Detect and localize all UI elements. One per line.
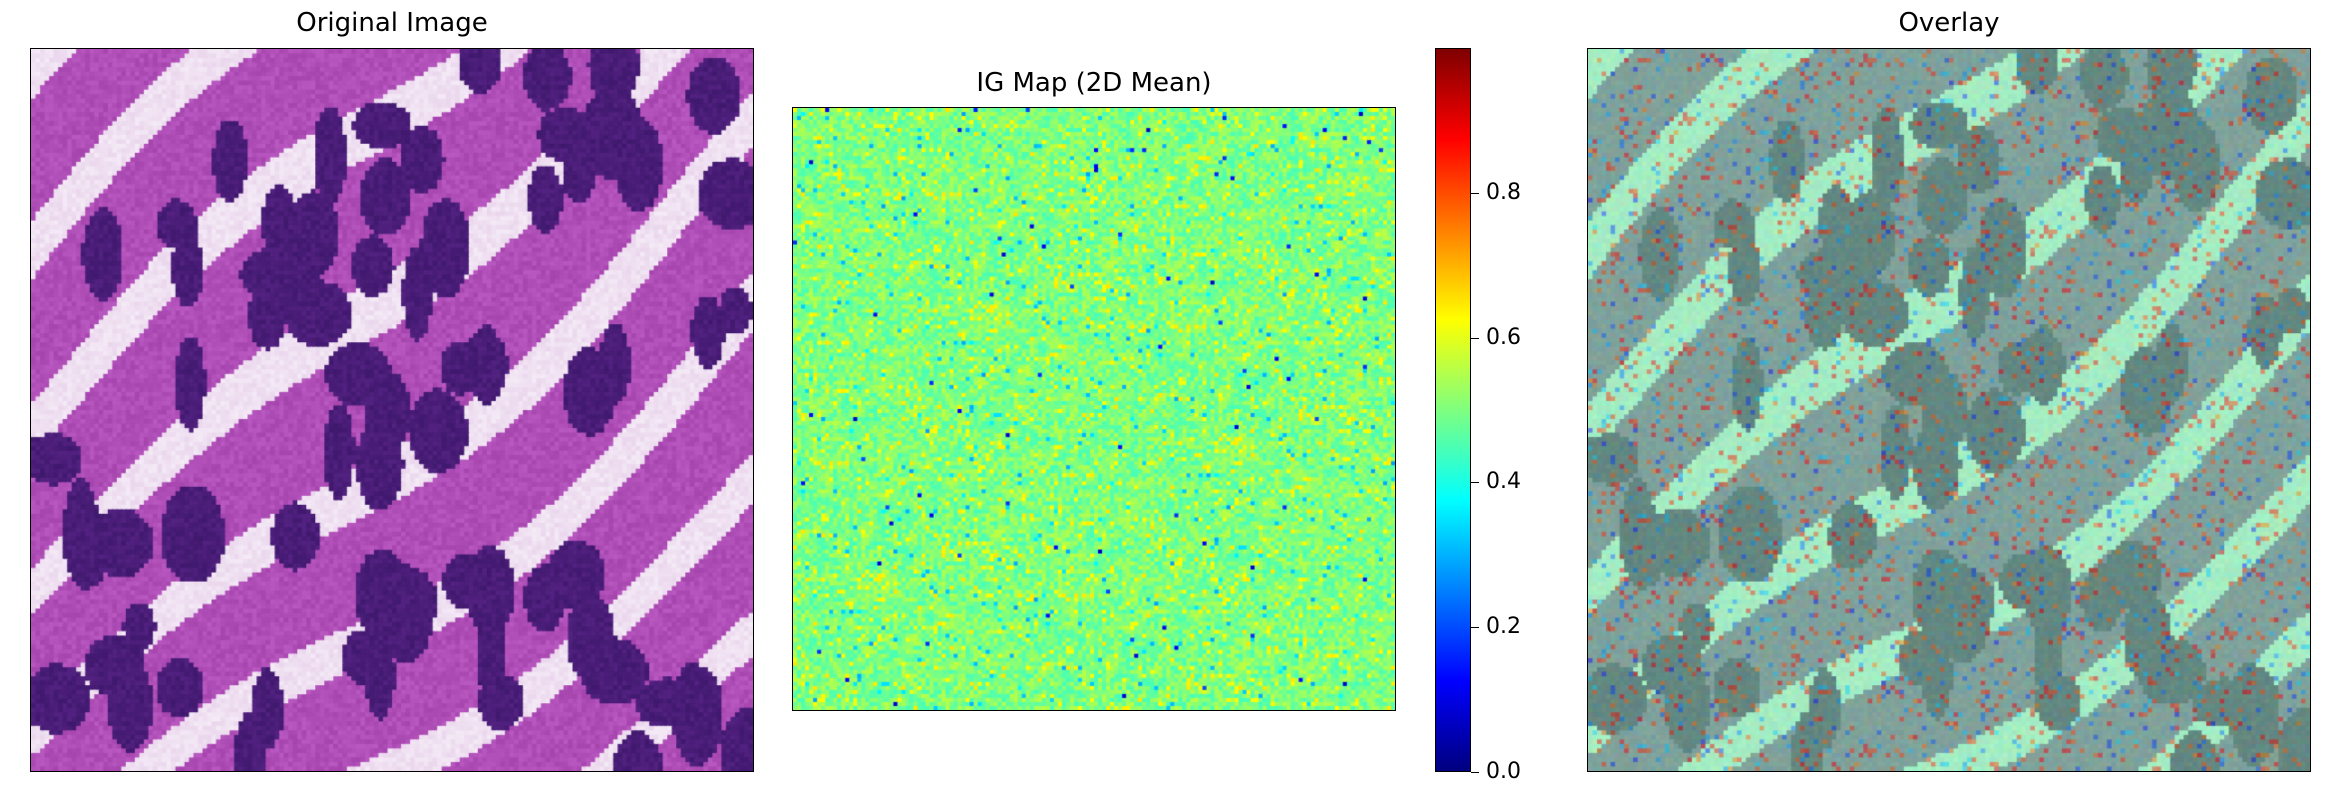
colorbar-tick	[1471, 482, 1479, 484]
colorbar-tick-label: 0.2	[1486, 614, 1521, 640]
colorbar-tick-label: 0.4	[1486, 469, 1521, 495]
ig-map-title: IG Map (2D Mean)	[976, 68, 1212, 98]
ig-heatmap	[793, 108, 1395, 710]
colorbar-tick	[1471, 772, 1479, 773]
colorbar-tick	[1471, 337, 1479, 339]
colorbar-tick	[1471, 192, 1479, 194]
colorbar-tick-label: 0.6	[1486, 324, 1521, 350]
overlay-title: Overlay	[1898, 8, 2000, 38]
histology-image	[31, 49, 753, 771]
original-image-panel	[30, 48, 754, 772]
ig-map-panel	[792, 107, 1396, 711]
original-image-title: Original Image	[296, 8, 488, 38]
overlay-image	[1588, 49, 2310, 771]
colorbar-tick-label: 0.8	[1486, 179, 1521, 205]
overlay-panel	[1587, 48, 2311, 772]
colorbar-tick	[1471, 627, 1479, 629]
colorbar	[1435, 48, 1471, 772]
colorbar-tick-label: 0.0	[1486, 759, 1521, 784]
